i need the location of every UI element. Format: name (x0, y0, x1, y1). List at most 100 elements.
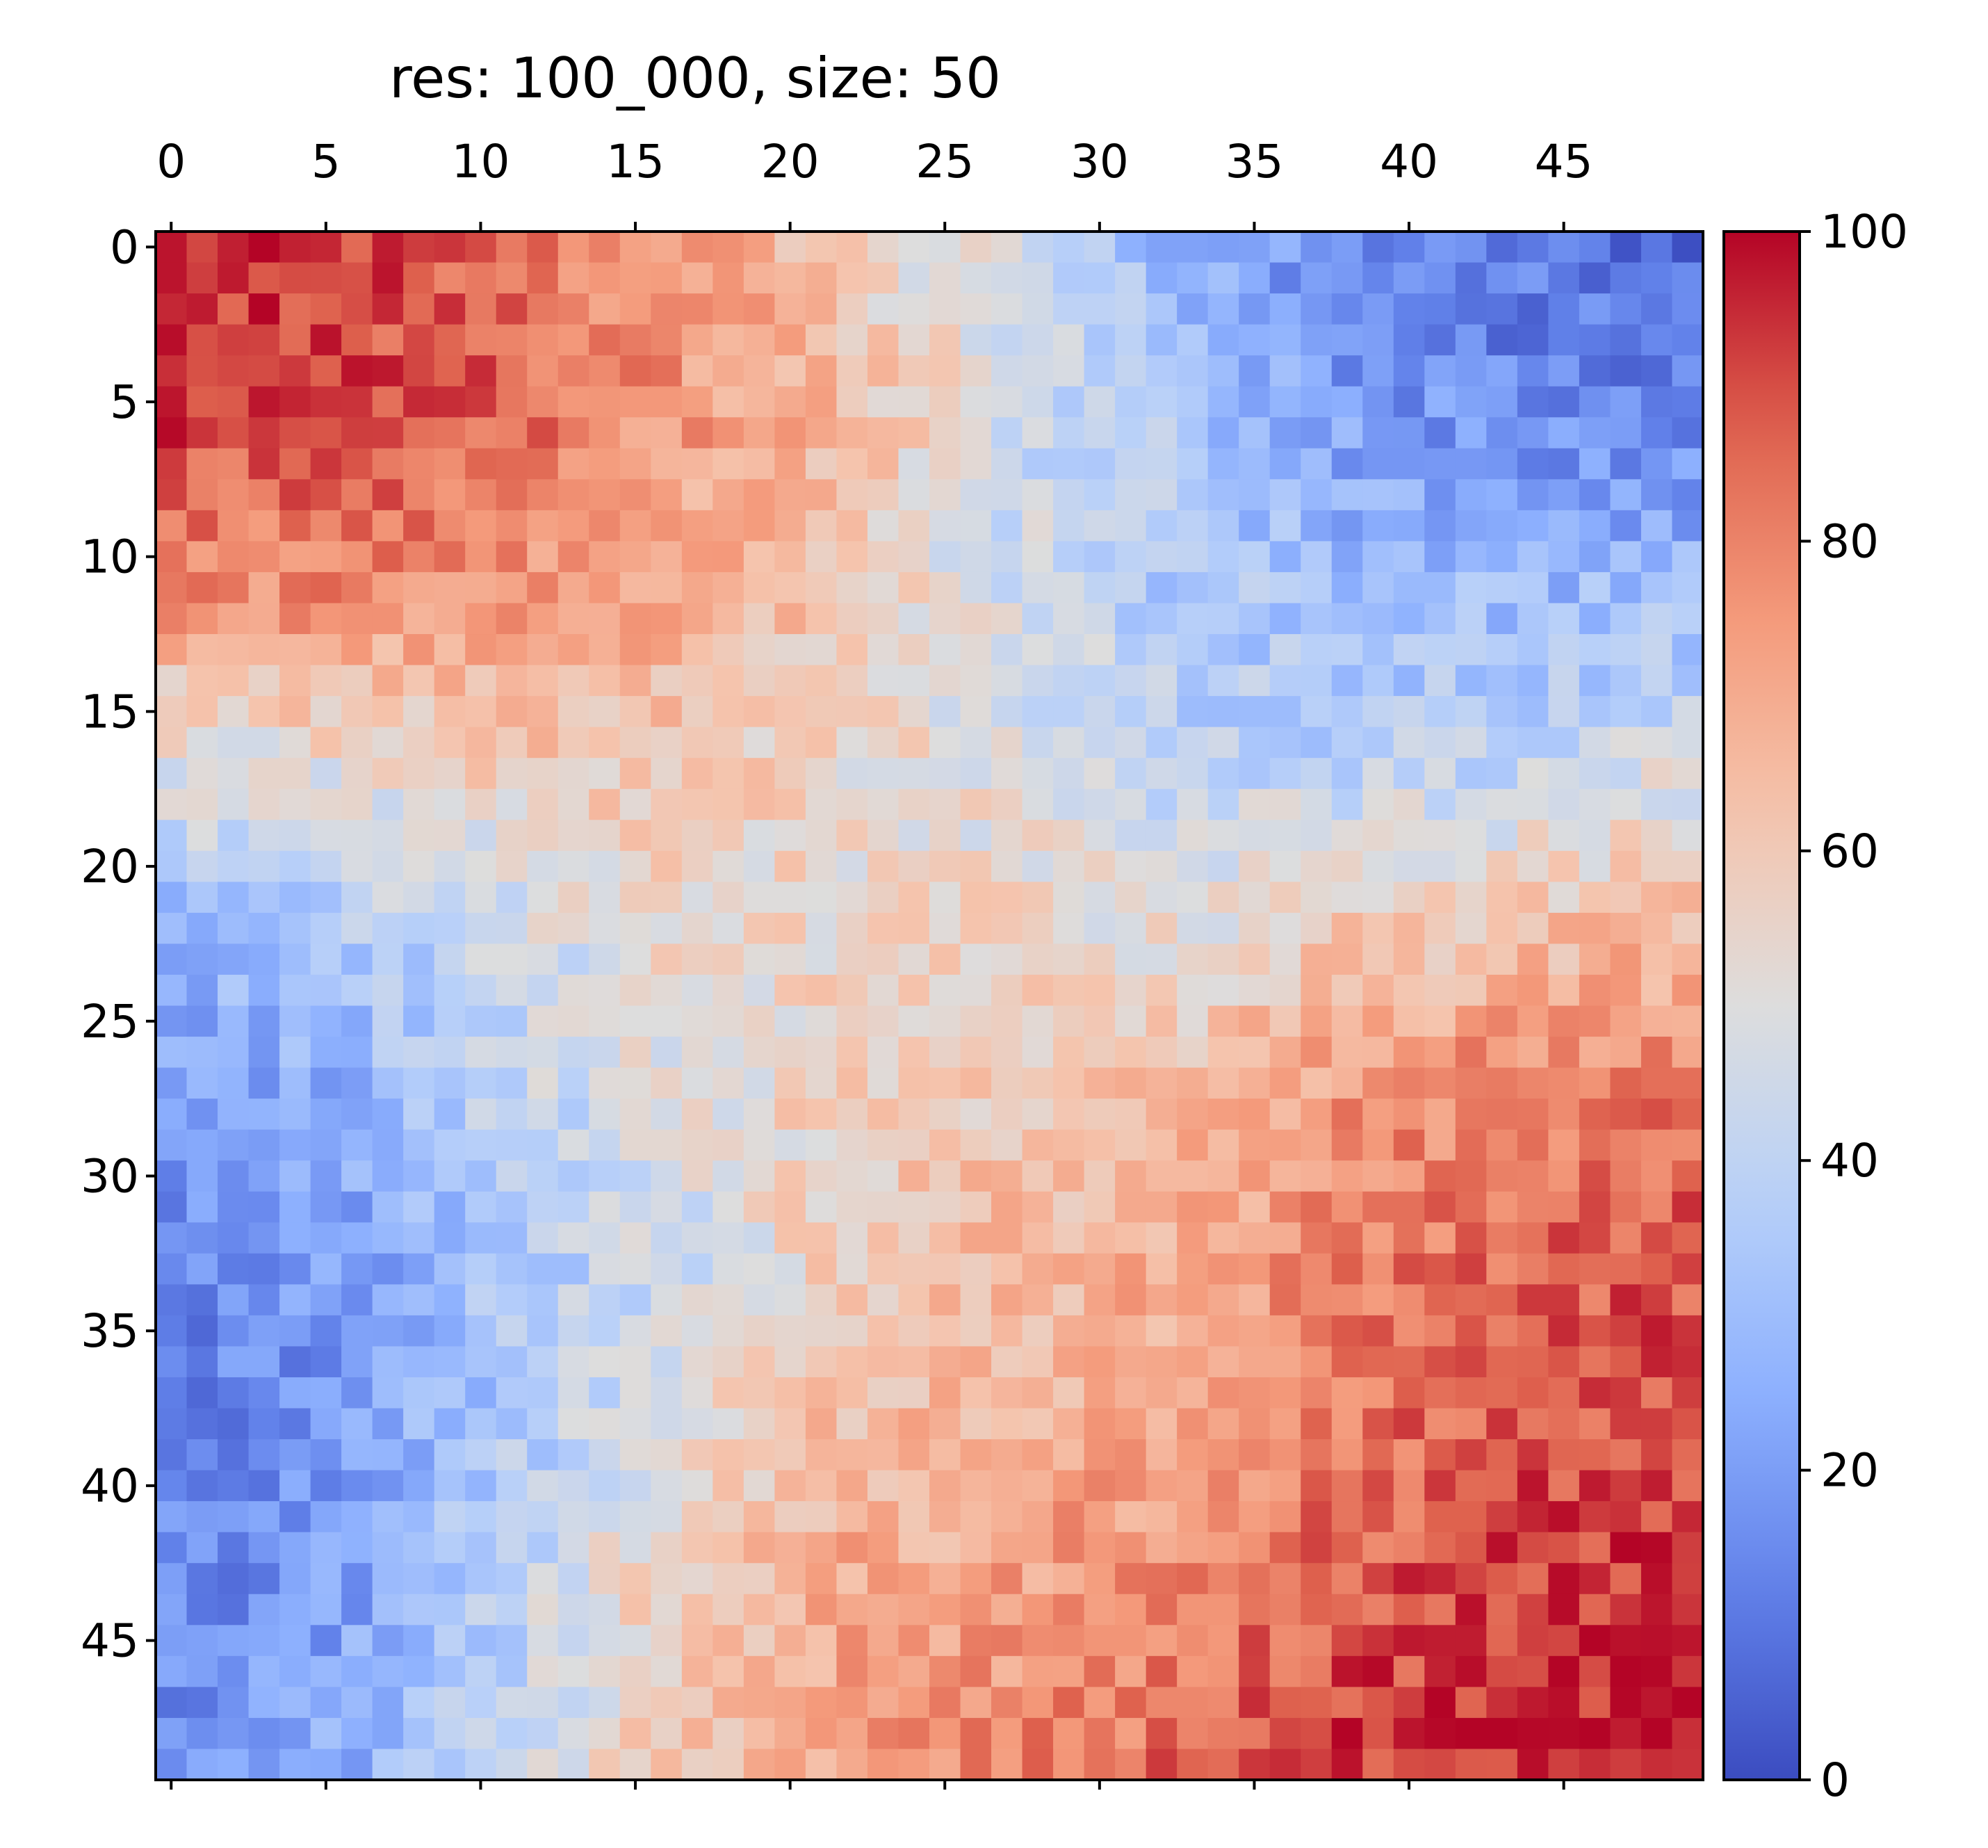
heatmap-cell (218, 603, 250, 635)
heatmap-cell (1486, 355, 1518, 387)
heatmap-cell (218, 386, 250, 418)
heatmap-cell (1301, 820, 1333, 852)
heatmap-cell (1301, 1470, 1333, 1502)
heatmap-cell (434, 850, 466, 882)
heatmap-cell (156, 386, 188, 418)
heatmap-cell (279, 1129, 311, 1161)
heatmap-cell (1640, 1222, 1673, 1254)
heatmap-cell (867, 1470, 899, 1502)
heatmap-cell (898, 1439, 930, 1471)
heatmap-cell (218, 1470, 250, 1502)
heatmap-cell (372, 262, 404, 294)
heatmap-cell (465, 943, 497, 975)
heatmap-cell (619, 1284, 651, 1316)
heatmap-cell (1331, 1377, 1363, 1409)
heatmap-cell (1455, 510, 1487, 542)
heatmap-cell (991, 1037, 1023, 1069)
heatmap-cell (1301, 293, 1333, 325)
heatmap-cell (1548, 727, 1580, 759)
heatmap-cell (465, 541, 497, 573)
heatmap-cell (310, 1067, 342, 1099)
heatmap-cell (1579, 232, 1611, 264)
heatmap-cell (1331, 1532, 1363, 1564)
heatmap-cell (960, 1439, 992, 1471)
heatmap-cell (496, 1749, 528, 1781)
heatmap-cell (1177, 634, 1209, 666)
heatmap-cell (619, 1655, 651, 1687)
heatmap-cell (743, 293, 775, 325)
heatmap-cell (991, 1129, 1023, 1161)
heatmap-cell (589, 820, 621, 852)
heatmap-cell (1362, 1099, 1394, 1130)
heatmap-cell (372, 1099, 404, 1130)
heatmap-cell (960, 262, 992, 294)
heatmap-cell (589, 1563, 621, 1595)
heatmap-cell (867, 634, 899, 666)
heatmap-cell (156, 1408, 188, 1440)
heatmap-cell (465, 1501, 497, 1533)
heatmap-cell (496, 882, 528, 914)
heatmap-cell (929, 1099, 961, 1130)
heatmap-cell (1486, 665, 1518, 697)
heatmap-cell (929, 262, 961, 294)
heatmap-cell (867, 850, 899, 882)
heatmap-cell (651, 1655, 683, 1687)
heatmap-cell (681, 788, 713, 820)
heatmap-cell (1022, 417, 1054, 449)
heatmap-cell (496, 1284, 528, 1316)
heatmap-cell (1548, 603, 1580, 635)
heatmap-cell (1239, 727, 1271, 759)
heatmap-cell (1610, 820, 1642, 852)
heatmap-cell (1362, 820, 1394, 852)
heatmap-cell (898, 758, 930, 790)
heatmap-cell (960, 1749, 992, 1781)
heatmap-cell (1610, 1470, 1642, 1502)
heatmap-cell (1393, 696, 1425, 728)
heatmap-cell (1053, 850, 1085, 882)
heatmap-cell (1053, 943, 1085, 975)
heatmap-cell (991, 386, 1023, 418)
heatmap-cell (774, 1222, 806, 1254)
heatmap-cell (341, 1315, 373, 1347)
heatmap-cell (898, 1346, 930, 1378)
heatmap-cell (1579, 603, 1611, 635)
heatmap-cell (712, 1594, 744, 1626)
heatmap-cell (186, 1501, 218, 1533)
heatmap-cell (1177, 1717, 1209, 1750)
heatmap-cell (1424, 882, 1456, 914)
heatmap-cell (372, 1749, 404, 1781)
heatmap-cell (774, 1749, 806, 1781)
heatmap-cell (403, 510, 435, 542)
heatmap-cell (774, 1284, 806, 1316)
heatmap-cell (1269, 1067, 1301, 1099)
heatmap-cell (589, 788, 621, 820)
heatmap-cell (774, 1687, 806, 1719)
heatmap-cell (248, 758, 280, 790)
heatmap-cell (1053, 1037, 1085, 1069)
heatmap-cell (867, 882, 899, 914)
heatmap-cell (589, 417, 621, 449)
heatmap-cell (156, 1532, 188, 1564)
heatmap-cell (1640, 1099, 1673, 1130)
heatmap-cell (836, 1005, 868, 1037)
x-tick-label: 30 (1070, 135, 1129, 188)
heatmap-cell (1301, 572, 1333, 604)
heatmap-cell (681, 448, 713, 480)
heatmap-cell (465, 355, 497, 387)
heatmap-cell (1269, 634, 1301, 666)
heatmap-cell (496, 603, 528, 635)
heatmap-cell (279, 1005, 311, 1037)
heatmap-cell (1084, 758, 1116, 790)
heatmap-cell (248, 232, 280, 264)
heatmap-cell (1269, 541, 1301, 573)
heatmap-cell (1579, 758, 1611, 790)
heatmap-cell (279, 634, 311, 666)
heatmap-cell (557, 1594, 589, 1626)
heatmap-cell (867, 1408, 899, 1440)
heatmap-cell (341, 1408, 373, 1440)
heatmap-cell (1053, 912, 1085, 945)
heatmap-cell (960, 1284, 992, 1316)
heatmap-cell (712, 665, 744, 697)
heatmap-cell (1393, 293, 1425, 325)
heatmap-cell (898, 1717, 930, 1750)
